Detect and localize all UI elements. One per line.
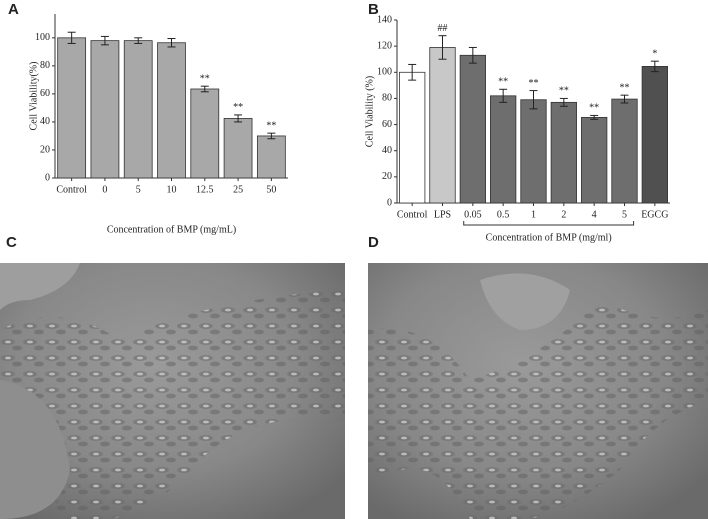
x-axis-label: Concentration of BMP (mg/ml) <box>486 232 612 243</box>
y-axis-label: Cell Viability(%) <box>28 62 39 131</box>
x-tick-label: 12.5 <box>196 184 214 195</box>
significance: ** <box>200 73 210 84</box>
x-tick-label: 1 <box>531 209 536 220</box>
y-tick-label: 40 <box>40 116 50 127</box>
bar <box>90 40 120 179</box>
y-tick-label: 140 <box>377 14 392 25</box>
x-tick-label: Control <box>397 209 428 220</box>
x-tick-label: LPS <box>434 209 451 220</box>
bar <box>459 54 486 204</box>
y-tick-label: 60 <box>40 88 50 99</box>
bar <box>429 47 456 204</box>
x-tick-label: Control <box>56 184 87 195</box>
x-tick-label: 25 <box>233 184 243 195</box>
significance: ** <box>529 78 539 89</box>
panel-label: A <box>8 1 19 18</box>
y-tick-label: 100 <box>377 67 392 78</box>
image-c <box>0 263 345 519</box>
x-tick-label: 0.5 <box>497 209 510 220</box>
bar <box>550 101 577 204</box>
bar <box>123 40 153 179</box>
y-tick-label: 100 <box>35 32 50 43</box>
x-tick-label: 4 <box>592 209 597 220</box>
significance: ** <box>589 103 599 114</box>
significance: ** <box>498 77 508 88</box>
significance: ** <box>266 120 276 131</box>
x-tick-label: 10 <box>167 184 177 195</box>
x-tick-label: 5 <box>136 184 141 195</box>
bar <box>399 71 426 204</box>
x-tick-label: 50 <box>266 184 276 195</box>
significance: ** <box>620 82 630 93</box>
x-tick-label: 2 <box>561 209 566 220</box>
y-tick-label: 80 <box>40 60 50 71</box>
significance: ** <box>233 102 243 113</box>
bar <box>611 98 638 204</box>
y-tick-label: 60 <box>382 119 392 130</box>
bar <box>157 42 186 179</box>
y-tick-label: 120 <box>377 40 392 51</box>
x-tick-label: EGCG <box>641 209 668 220</box>
significance: * <box>652 48 657 59</box>
x-tick-label: 5 <box>622 209 627 220</box>
y-tick-label: 40 <box>382 145 392 156</box>
image-d <box>368 263 708 519</box>
x-axis-label: Concentration of BMP (mg/mL) <box>107 224 236 235</box>
y-tick-label: 0 <box>387 197 392 208</box>
bar <box>490 95 517 204</box>
y-tick-label: 20 <box>382 171 392 182</box>
panel-label: C <box>6 234 17 251</box>
y-tick-label: 0 <box>45 172 50 183</box>
significance: ## <box>438 23 448 34</box>
x-tick-label: 0.05 <box>464 209 482 220</box>
y-axis-label: Cell Viability (%) <box>364 76 375 147</box>
bracket <box>463 221 635 226</box>
bar <box>256 135 286 179</box>
y-tick-label: 80 <box>382 93 392 104</box>
bar <box>520 99 547 204</box>
significance: ** <box>559 86 569 97</box>
panel-label: D <box>368 234 379 251</box>
bar <box>581 116 608 204</box>
bar <box>223 118 253 179</box>
bar <box>190 88 220 179</box>
x-tick-label: 0 <box>102 184 107 195</box>
bar <box>57 37 87 179</box>
y-tick-label: 20 <box>40 144 50 155</box>
bar <box>641 66 668 204</box>
panel-label: B <box>368 1 379 18</box>
